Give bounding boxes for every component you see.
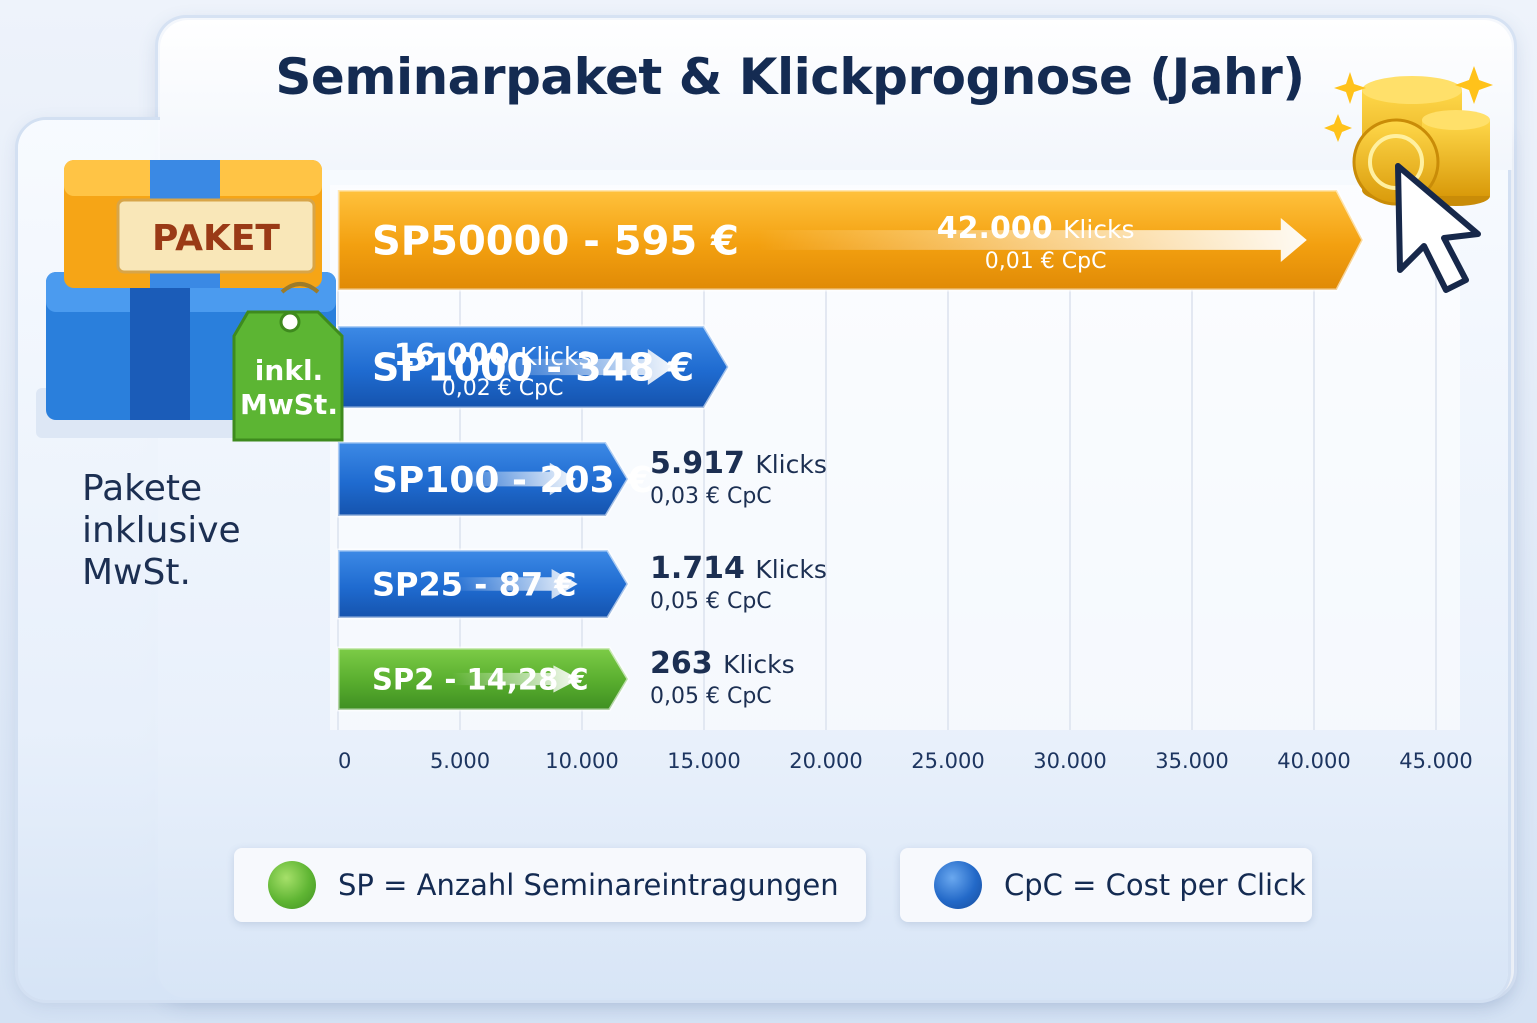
side-note-line-3: MwSt. xyxy=(82,552,191,593)
bar-arrow-icon xyxy=(757,218,1307,262)
legend-item-cpc: CpC = Cost per Click xyxy=(900,848,1312,922)
cursor-arrow-icon xyxy=(1395,163,1481,293)
x-tick-label: 30.000 xyxy=(1033,749,1106,773)
x-tick-label: 15.000 xyxy=(667,749,740,773)
package-box-icon: PAKET xyxy=(36,160,336,438)
x-tick-label: 5.000 xyxy=(430,749,490,773)
bar-label: SP25 - 87 € xyxy=(372,566,577,604)
bar-value-cpc: 0,05 € CpC xyxy=(650,684,772,709)
bar-label: SP2 - 14,28 € xyxy=(372,662,589,696)
x-tick-label: 20.000 xyxy=(789,749,862,773)
page-title: Seminarpaket & Klickprognose (Jahr) xyxy=(275,48,1305,106)
tag-text-2: MwSt. xyxy=(240,388,338,421)
bar-label: SP100 - 203 € xyxy=(372,460,652,501)
x-tick-label: 10.000 xyxy=(545,749,618,773)
bar-arrow-icon xyxy=(491,348,674,386)
tag-text-1: inkl. xyxy=(255,354,323,387)
x-tick-label: 25.000 xyxy=(911,749,984,773)
bar-value-cpc: 0,03 € CpC xyxy=(650,484,772,509)
sparkle-icon xyxy=(1324,66,1493,142)
bar-value-clicks: 16.000 Klicks xyxy=(394,338,592,373)
bars: SP50000 - 595 € 42.000 Klicks 0,01 € CpC SP… xyxy=(336,188,1365,712)
x-tick-label: 40.000 xyxy=(1277,749,1350,773)
bar-label: SP50000 - 595 € xyxy=(372,218,739,264)
x-axis-ticks: 0 5.000 10.000 15.000 20.000 25.000 30.000 35.0… xyxy=(338,749,1473,773)
side-note-line-1: Pakete xyxy=(82,468,203,509)
green-dot-icon xyxy=(268,861,316,909)
box-label: PAKET xyxy=(152,218,280,259)
legend-item-sp: SP = Anzahl Seminareintragungen xyxy=(234,848,866,922)
bar-arrow-icon xyxy=(450,462,576,496)
bar-label: SP1000 - 348 € xyxy=(372,346,694,390)
bar-value-clicks: 263 Klicks xyxy=(650,646,795,681)
price-tag-icon: inkl. MwSt. xyxy=(232,282,344,442)
card-header-area xyxy=(160,20,1512,170)
x-tick-label: 35.000 xyxy=(1155,749,1228,773)
bar-value-cpc: 0,05 € CpC xyxy=(650,589,772,614)
bar-value-clicks: 5.917 Klicks xyxy=(650,446,827,481)
bar-value-clicks: 42.000 Klicks xyxy=(937,211,1135,246)
bar-value-cpc: 0,01 € CpC xyxy=(985,249,1107,274)
legend-text-sp: SP = Anzahl Seminareintragungen xyxy=(338,868,839,902)
blue-dot-icon xyxy=(934,861,982,909)
side-note-line-2: inklusive xyxy=(82,510,241,551)
bar-arrow-icon xyxy=(451,665,580,693)
x-tick-label: 0 xyxy=(338,749,351,773)
side-note: Pakete inklusive MwSt. xyxy=(82,468,302,594)
x-tick-label: 45.000 xyxy=(1399,749,1472,773)
bar-arrow-icon xyxy=(451,569,578,599)
legend-text-cpc: CpC = Cost per Click xyxy=(1004,868,1306,902)
bar-value-clicks: 1.714 Klicks xyxy=(650,551,827,586)
bar-value-cpc: 0,02 € CpC xyxy=(442,376,564,401)
